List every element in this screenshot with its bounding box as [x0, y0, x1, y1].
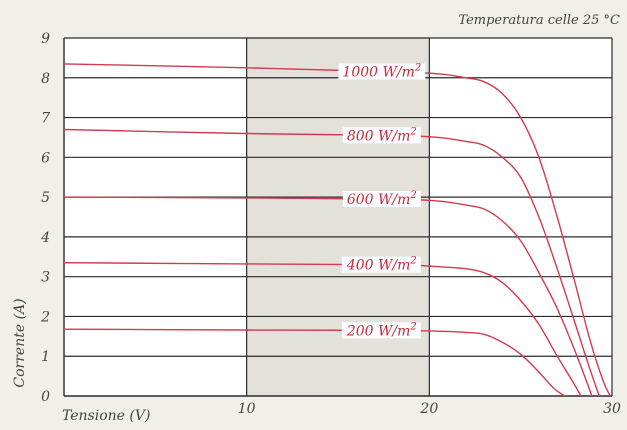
curve-label-0: 1000 W/m2 [338, 63, 426, 81]
y-tick-label: 0 [41, 389, 50, 405]
y-tick-label: 9 [41, 31, 50, 47]
curve-label-bg [338, 63, 426, 80]
y-tick-label: 3 [41, 270, 50, 286]
y-tick-label: 7 [41, 111, 50, 127]
series-line-4 [63, 328, 565, 397]
curve-label-text: 1000 W/m2 [342, 63, 421, 81]
shaded-band [246, 38, 430, 396]
curve-label-base: 200 W/m [346, 323, 411, 339]
curve-label-sup: 2 [409, 126, 416, 137]
y-tick-label: 8 [41, 71, 50, 87]
curve-label-sup: 2 [409, 321, 416, 332]
x-tick-label: 20 [419, 401, 438, 417]
curve-label-base: 600 W/m [347, 192, 411, 208]
x-axis-label: Tensione (V) [62, 408, 150, 424]
series-line-2 [63, 196, 593, 397]
curve-label-text: 800 W/m2 [347, 126, 417, 144]
curve-label-text: 400 W/m2 [346, 256, 417, 274]
series-line-3 [63, 262, 582, 397]
curve-label-3: 400 W/m2 [341, 256, 421, 274]
y-tick-label: 2 [40, 309, 50, 325]
curve-label-text: 200 W/m2 [346, 321, 417, 339]
y-tick-label: 5 [41, 190, 50, 206]
curve-label-sup: 2 [409, 190, 416, 201]
tick-labels: 0 1 2 3 4 5 6 7 8 9 10 20 30 [40, 31, 621, 417]
temperature-note: Temperatura celle 25 °C [458, 13, 620, 28]
curve-label-base: 400 W/m [346, 258, 411, 274]
curve-label-sup: 2 [414, 63, 421, 74]
series-line-1 [63, 128, 600, 397]
curve-label-bg [341, 322, 421, 339]
curve-label-base: 800 W/m [347, 128, 411, 144]
curve-label-4: 200 W/m2 [341, 321, 421, 339]
grid-lines [63, 37, 613, 397]
curve-label-1: 800 W/m2 [342, 126, 421, 144]
curve-label-bg [342, 127, 421, 144]
y-axis-label: Corrente (A) [12, 298, 28, 387]
curve-label-base: 1000 W/m [342, 65, 414, 81]
x-tick-label: 30 [603, 401, 621, 417]
series-line-0 [63, 63, 611, 397]
curves [63, 63, 611, 397]
x-tick-label: 10 [238, 401, 256, 417]
curve-label-bg [341, 256, 421, 273]
y-tick-label: 6 [41, 150, 50, 166]
y-tick-label: 1 [41, 349, 50, 365]
curve-label-bg [342, 191, 421, 208]
curve-label-text: 600 W/m2 [347, 190, 417, 208]
curve-label-sup: 2 [409, 256, 416, 267]
curve-label-2: 600 W/m2 [342, 190, 421, 208]
y-tick-label: 4 [40, 230, 50, 246]
plot-area [64, 38, 612, 396]
